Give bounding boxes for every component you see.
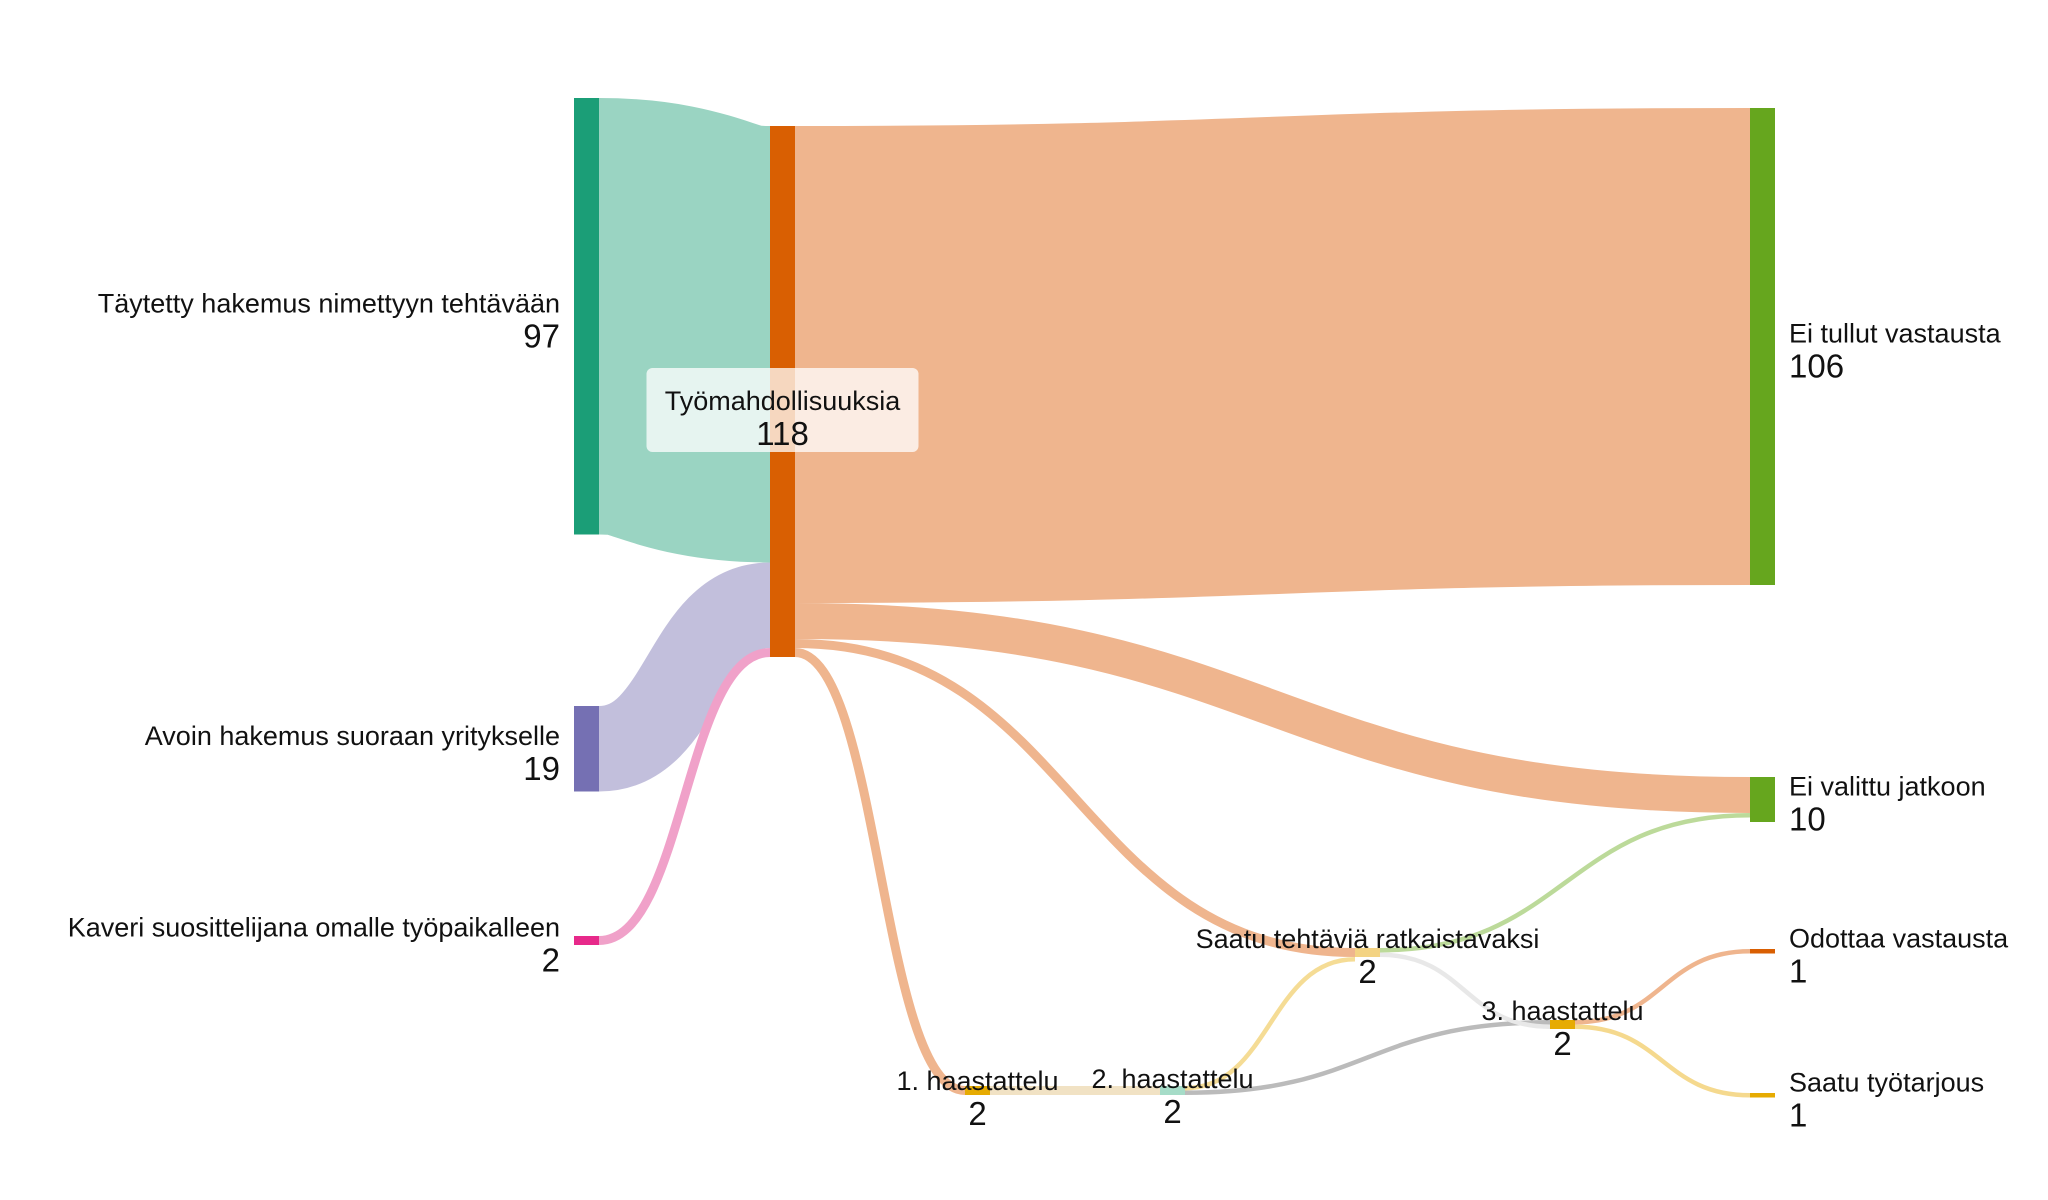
node-label-h1: 1. haastattelu: [896, 1066, 1058, 1096]
node-value-tehtavia: 2: [1358, 953, 1376, 990]
node-value-tyomahd: 118: [756, 415, 809, 452]
link-tyomahd-to-tehtavia: [794, 639, 1356, 957]
node-value-ei_tullut: 106: [1789, 348, 1844, 385]
link-h2-to-h3: [1184, 1020, 1551, 1095]
node-label-h3: 3. haastattelu: [1481, 996, 1643, 1026]
node-kaveri: [574, 936, 599, 945]
link-h3-to-tarjous: [1574, 1024, 1751, 1098]
link-tyomahd-to-ei_valittu: [794, 603, 1751, 813]
node-value-avoin: 19: [523, 750, 560, 787]
node-value-h1: 2: [968, 1095, 986, 1132]
node-value-ei_valittu: 10: [1789, 801, 1826, 838]
link-kaveri-to-tyomahd: [598, 648, 771, 945]
node-value-taytetty: 97: [523, 317, 560, 354]
node-value-h2: 2: [1163, 1093, 1181, 1130]
node-tarjous: [1750, 1093, 1775, 1098]
node-label-tarjous: Saatu työtarjous: [1789, 1067, 1984, 1097]
node-value-h3: 2: [1553, 1025, 1571, 1062]
link-tehtavia-to-ei_valittu: [1379, 813, 1751, 953]
link-avoin-to-tyomahd: [595, 562, 774, 792]
node-label-h2: 2. haastattelu: [1091, 1064, 1253, 1094]
node-h3: [1550, 1020, 1575, 1029]
node-label-taytetty: Täytetty hakemus nimettyyn tehtävään: [98, 288, 560, 318]
node-label-avoin: Avoin hakemus suoraan yritykselle: [145, 721, 560, 751]
label-background: [646, 368, 919, 452]
node-h2: [1160, 1086, 1185, 1095]
node-label-ei_valittu: Ei valittu jatkoon: [1789, 772, 1986, 802]
node-taytetty: [574, 98, 599, 535]
link-taytetty-to-tyomahd: [594, 98, 775, 563]
node-tehtavia: [1355, 948, 1380, 957]
node-odottaa: [1750, 949, 1775, 954]
node-label-kaveri: Kaveri suosittelijana omalle työpaikalle…: [68, 913, 560, 943]
node-label-odottaa: Odottaa vastausta: [1789, 923, 2009, 953]
node-label-ei_tullut: Ei tullut vastausta: [1789, 319, 2002, 349]
node-h1: [965, 1086, 990, 1095]
node-ei_valittu: [1750, 777, 1775, 822]
link-tyomahd-to-h1: [794, 648, 966, 1095]
node-value-kaveri: 2: [542, 942, 560, 979]
link-tyomahd-to-ei_tullut: [794, 108, 1751, 603]
link-tehtavia-to-h3: [1379, 952, 1551, 1029]
node-avoin: [574, 706, 599, 792]
node-value-tarjous: 1: [1789, 1096, 1807, 1133]
node-value-odottaa: 1: [1789, 952, 1807, 989]
link-h2-to-tehtavia: [1184, 957, 1356, 1091]
node-label-tyomahd: Työmahdollisuuksia: [665, 386, 902, 416]
node-ei_tullut: [1750, 108, 1775, 585]
node-label-tehtavia: Saatu tehtäviä ratkaistavaksi: [1196, 924, 1540, 954]
sankey-links: [594, 98, 1751, 1098]
link-h3-to-odottaa: [1574, 949, 1751, 1025]
